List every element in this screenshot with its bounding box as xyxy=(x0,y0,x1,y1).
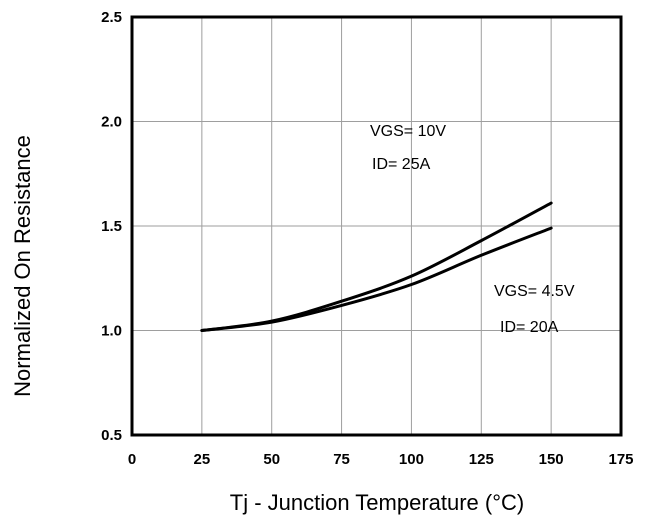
plot-frame xyxy=(130,15,623,437)
x-tick-label-0: 0 xyxy=(128,451,136,468)
y-axis-label: Normalized On Resistance xyxy=(10,135,35,397)
series-line-2 xyxy=(200,226,553,332)
x-tick-label-100: 100 xyxy=(399,451,424,468)
x-tick-label-150: 150 xyxy=(539,451,564,468)
x-tick-label-125: 125 xyxy=(469,451,494,468)
x-tick-label-75: 75 xyxy=(333,451,350,468)
series-group xyxy=(200,201,553,332)
y-tick-label-1: 1.0 xyxy=(101,323,122,340)
y-tick-label-2: 2.0 xyxy=(101,114,122,131)
annotation-id-20a: ID= 20A xyxy=(500,319,559,336)
grid-lines xyxy=(132,17,621,435)
annotation-vgs-4-5v: VGS= 4.5V xyxy=(494,283,575,300)
x-axis-label: Tj - Junction Temperature (°C) xyxy=(230,490,525,515)
series-line-1 xyxy=(200,201,553,332)
x-tick-label-25: 25 xyxy=(194,451,211,468)
y-tick-label-1-5: 1.5 xyxy=(101,218,122,235)
y-tick-labels: 0.5 1.0 1.5 2.0 2.5 xyxy=(101,9,122,444)
y-tick-label-2-5: 2.5 xyxy=(101,9,122,26)
x-tick-labels: 0 25 50 75 100 125 150 175 xyxy=(128,451,634,468)
x-tick-label-50: 50 xyxy=(263,451,280,468)
x-tick-label-175: 175 xyxy=(608,451,633,468)
y-tick-label-0-5: 0.5 xyxy=(101,427,122,444)
annotation-vgs-10v: VGS= 10V xyxy=(370,123,446,140)
annotation-id-25a: ID= 25A xyxy=(372,156,431,173)
